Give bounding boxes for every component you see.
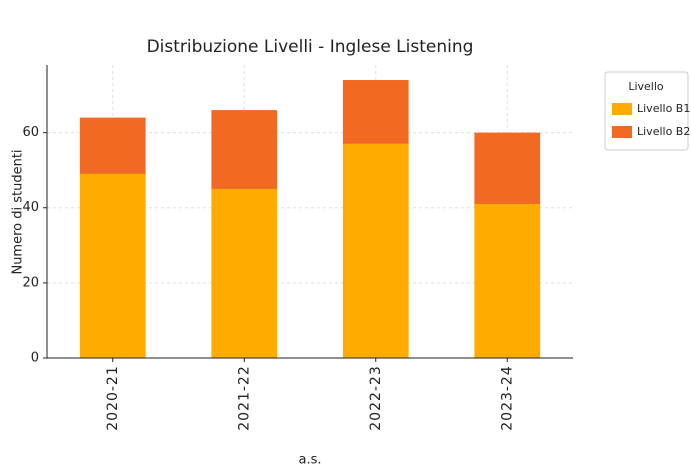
bar-segment (79, 173, 146, 358)
x-tick-label: 2021-22 (236, 365, 252, 431)
y-tick-label: 0 (31, 351, 39, 366)
x-axis-label: a.s. (298, 453, 321, 468)
legend-label: Livello B1 (637, 102, 690, 115)
chart-title: Distribuzione Livelli - Inglese Listenin… (147, 37, 474, 57)
bar-segment (211, 188, 278, 358)
legend-label: Livello B2 (637, 125, 690, 138)
bar-segment (79, 117, 146, 174)
bar-segment (474, 203, 541, 358)
y-tick-label: 20 (22, 275, 39, 290)
legend-title: Livello (628, 80, 664, 93)
y-axis-label: Numero di studenti (11, 149, 26, 274)
legend-swatch (612, 103, 632, 115)
bar-segment (342, 80, 409, 144)
bar-segment (342, 143, 409, 358)
x-tick-label: 2022-23 (368, 365, 384, 431)
y-tick-label: 60 (22, 125, 39, 140)
bar-segment (211, 110, 278, 189)
legend-swatch (612, 126, 632, 138)
x-tick-label: 2023-24 (499, 365, 515, 431)
bar-segment (474, 132, 541, 204)
y-tick-label: 40 (22, 200, 39, 215)
x-tick-label: 2020-21 (105, 365, 121, 431)
